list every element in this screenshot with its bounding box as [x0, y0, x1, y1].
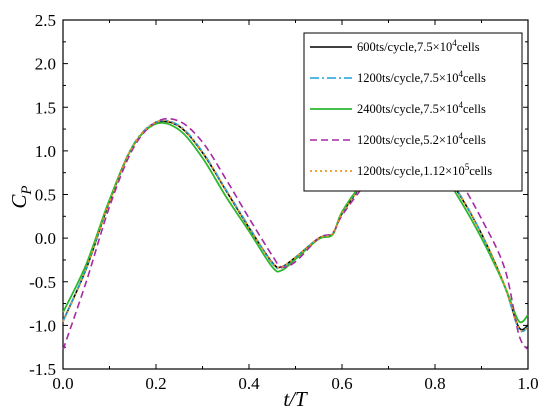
y-tick-label: -0.5	[29, 273, 56, 292]
y-axis-label-sub: P	[19, 185, 35, 195]
y-tick-label: 2.0	[35, 55, 56, 74]
y-tick-label: 2.5	[35, 11, 56, 30]
x-tick-label: 0.2	[145, 374, 166, 393]
y-axis-label-main: C	[7, 194, 31, 209]
y-tick-label: 0.0	[35, 229, 56, 248]
y-tick-label: -1.5	[29, 360, 56, 379]
x-tick-label: 0.0	[52, 374, 73, 393]
series-line-5	[62, 119, 529, 332]
x-tick-label: 0.6	[331, 374, 352, 393]
y-tick-label: 1.5	[35, 98, 56, 117]
y-tick-label: -1.0	[29, 316, 56, 335]
x-tick-label: 1.0	[517, 374, 538, 393]
legend-label-5: 1200ts/cycle,1.12×105cells	[357, 162, 492, 178]
y-tick-label: 0.5	[35, 186, 56, 205]
y-axis-ticks: -1.5 -1.0 -0.5 0.0 0.5 1.0 1.5 2.0 2.5	[29, 11, 528, 379]
legend-label-2: 1200ts/cycle,7.5×104cells	[357, 69, 486, 85]
legend: 600ts/cycle,7.5×104cells 1200ts/cycle,7.5…	[303, 32, 523, 192]
legend-label-4: 1200ts/cycle,5.2×104cells	[357, 131, 486, 147]
x-axis-label: t/T	[283, 387, 308, 411]
y-axis-label: CP	[7, 185, 35, 208]
x-tick-label: 0.4	[238, 374, 260, 393]
x-tick-label: 0.8	[424, 374, 445, 393]
x-axis-ticks: 0.0 0.2 0.4 0.6 0.8 1.0	[52, 20, 539, 393]
legend-label-3: 2400ts/cycle,7.5×104cells	[357, 100, 486, 116]
legend-label-1: 600ts/cycle,7.5×104cells	[357, 38, 480, 54]
legend-box	[303, 32, 523, 192]
y-tick-label: 1.0	[35, 142, 56, 161]
